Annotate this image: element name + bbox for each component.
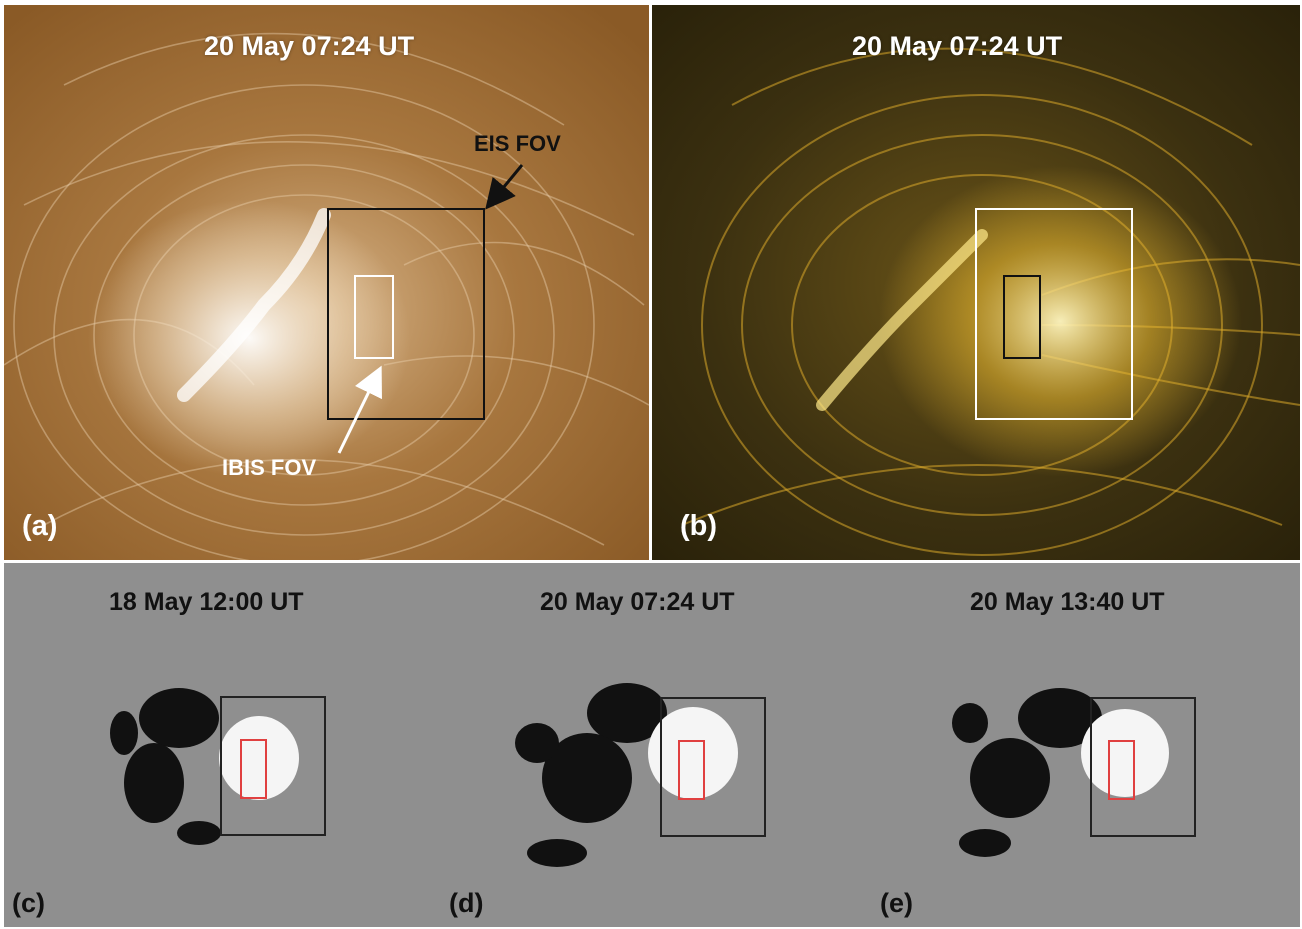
- eis-fov-label: EIS FOV: [474, 131, 561, 156]
- ibis-fov-box: [678, 740, 705, 800]
- ibis-fov-box: [240, 739, 267, 799]
- ibis-fov-box: [1108, 740, 1135, 800]
- panel-b-timestamp: 20 May 07:24 UT: [852, 31, 1063, 61]
- panel-d-tag: (d): [449, 888, 484, 918]
- panel-a-tag: (a): [22, 510, 58, 542]
- eis-fov-box: [220, 696, 326, 836]
- panel-c: 18 May 12:00 UT (c): [4, 563, 437, 927]
- panel-c-tag: (c): [12, 888, 45, 918]
- panel-c-timestamp: 18 May 12:00 UT: [109, 588, 304, 616]
- eis-fov-box: [660, 697, 766, 837]
- eis-fov-box: [1090, 697, 1196, 837]
- panel-a: 20 May 07:24 UT EIS FOV IBIS FOV (a): [4, 5, 649, 560]
- ibis-fov-box: [354, 275, 394, 359]
- panel-e: 20 May 13:40 UT (e): [870, 563, 1300, 927]
- panel-d-image: [437, 563, 870, 927]
- panel-a-timestamp: 20 May 07:24 UT: [204, 31, 415, 61]
- eis-fov-box: [327, 208, 485, 420]
- eis-fov-box: [975, 208, 1133, 420]
- ibis-fov-label: IBIS FOV: [222, 455, 317, 480]
- panel-d: 20 May 07:24 UT (d): [437, 563, 870, 927]
- panel-e-image: [870, 563, 1300, 927]
- panel-b-tag: (b): [680, 510, 718, 542]
- ibis-fov-box: [1003, 275, 1041, 359]
- panel-e-tag: (e): [880, 888, 913, 918]
- panel-a-image: [4, 5, 649, 560]
- panel-d-timestamp: 20 May 07:24 UT: [540, 588, 735, 616]
- panel-b: 20 May 07:24 UT (b): [652, 5, 1300, 560]
- panel-e-timestamp: 20 May 13:40 UT: [970, 588, 1165, 616]
